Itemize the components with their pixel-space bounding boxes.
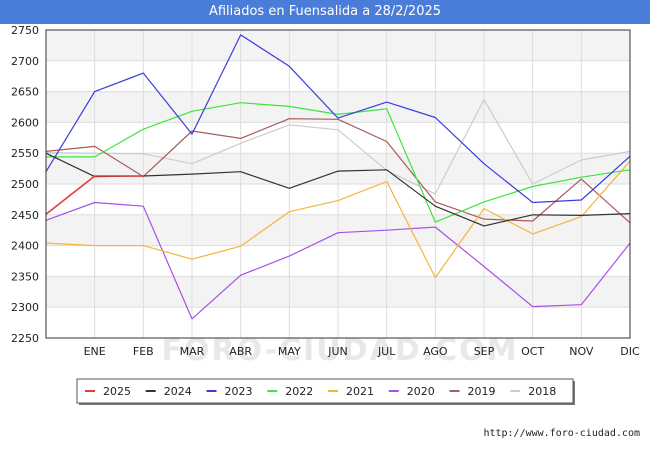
y-tick-label: 2300 bbox=[11, 301, 39, 314]
legend-label-2024: 2024 bbox=[164, 385, 192, 398]
series-line-2025 bbox=[45, 175, 144, 215]
legend-label-2023: 2023 bbox=[225, 385, 253, 398]
legend-label-2018: 2018 bbox=[528, 385, 556, 398]
y-tick-label: 2250 bbox=[11, 332, 39, 345]
y-tick-label: 2550 bbox=[11, 147, 39, 160]
series-line-2018 bbox=[45, 99, 631, 195]
series-line-2021 bbox=[45, 160, 631, 279]
y-tick-label: 2400 bbox=[11, 240, 39, 253]
y-tick-label: 2650 bbox=[11, 86, 39, 99]
x-tick-label: NOV bbox=[569, 345, 594, 358]
x-tick-label: OCT bbox=[521, 345, 544, 358]
legend-label-2025: 2025 bbox=[103, 385, 131, 398]
legend-label-2021: 2021 bbox=[346, 385, 374, 398]
legend-label-2019: 2019 bbox=[468, 385, 496, 398]
y-tick-label: 2750 bbox=[11, 24, 39, 37]
y-tick-label: 2700 bbox=[11, 55, 39, 68]
x-tick-label: JUN bbox=[327, 345, 348, 358]
legend: 2025 2024 2023 2022 2021 2020 2019 2018 bbox=[76, 378, 575, 405]
x-tick-label: ENE bbox=[84, 345, 106, 358]
x-tick-label: DIC bbox=[620, 345, 640, 358]
legend-label-2022: 2022 bbox=[285, 385, 313, 398]
x-tick-label: FEB bbox=[133, 345, 154, 358]
x-tick-label: MAY bbox=[278, 345, 301, 358]
chart-title: Afiliados en Fuensalida a 28/2/2025 bbox=[0, 0, 650, 24]
legend-label-2020: 2020 bbox=[407, 385, 435, 398]
series-line-2022 bbox=[46, 102, 631, 223]
plot-frame bbox=[45, 29, 631, 339]
y-tick-label: 2500 bbox=[11, 178, 39, 191]
y-tick-label: 2600 bbox=[11, 116, 39, 129]
watermark: FORO-CIUDAD.COM bbox=[162, 333, 519, 368]
footer-url: http://www.foro-ciudad.com bbox=[483, 428, 640, 439]
y-tick-label: 2350 bbox=[11, 270, 39, 283]
x-tick-labels: ENE FEB MAR ABR MAY JUN JUL AGO SEP OCT NOV DIC bbox=[84, 345, 640, 358]
x-tick-label: JUL bbox=[377, 345, 396, 358]
series-line-2020 bbox=[45, 201, 631, 320]
x-tick-label: MAR bbox=[180, 345, 205, 358]
x-tick-label: AGO bbox=[423, 345, 448, 358]
legend-box bbox=[76, 378, 574, 404]
series-line-2023 bbox=[45, 34, 631, 204]
x-tick-label: ABR bbox=[229, 345, 252, 358]
series-lines bbox=[45, 34, 631, 320]
y-tick-labels: 2250 2300 2350 2400 2450 2500 2550 2600 2650 2700… bbox=[11, 24, 39, 345]
x-tick-label: SEP bbox=[474, 345, 495, 358]
y-tick-label: 2450 bbox=[11, 209, 39, 222]
